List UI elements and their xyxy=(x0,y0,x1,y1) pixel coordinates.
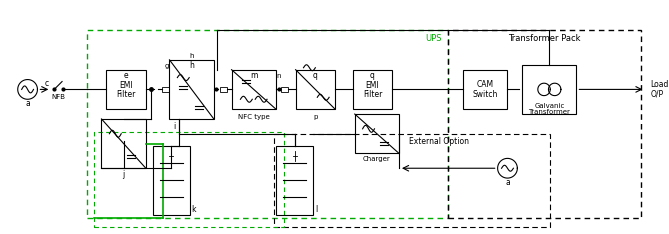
Bar xyxy=(355,114,399,154)
Bar xyxy=(153,146,190,215)
Bar xyxy=(231,70,276,109)
Text: Switch: Switch xyxy=(472,90,498,99)
Text: m: m xyxy=(250,71,258,80)
Text: O/P: O/P xyxy=(650,90,664,99)
Bar xyxy=(463,70,508,109)
Text: j: j xyxy=(122,170,125,179)
Text: q: q xyxy=(370,71,375,80)
Text: g: g xyxy=(165,63,169,69)
Text: a: a xyxy=(25,99,30,108)
Bar xyxy=(162,87,169,92)
Text: e: e xyxy=(124,71,128,80)
Text: q: q xyxy=(313,71,318,80)
Bar xyxy=(448,30,640,218)
Text: h: h xyxy=(189,61,194,70)
Bar xyxy=(87,30,448,218)
Text: i: i xyxy=(173,122,175,131)
Text: l: l xyxy=(315,205,317,214)
Text: Transformer: Transformer xyxy=(529,109,570,115)
Bar xyxy=(106,70,146,109)
Text: h: h xyxy=(189,53,194,59)
Text: Transformer Pack: Transformer Pack xyxy=(508,34,581,43)
Text: CAM: CAM xyxy=(477,80,494,89)
Text: n: n xyxy=(276,73,281,79)
Text: c: c xyxy=(44,79,48,88)
Text: External Option: External Option xyxy=(409,137,470,146)
Text: Galvanic: Galvanic xyxy=(534,103,565,109)
Bar xyxy=(102,119,146,168)
Text: p: p xyxy=(313,114,318,120)
Text: k: k xyxy=(191,205,195,214)
Bar xyxy=(169,60,214,119)
Text: Filter: Filter xyxy=(116,90,136,99)
Bar xyxy=(276,146,313,215)
Text: Load: Load xyxy=(650,80,669,89)
Bar xyxy=(296,70,335,109)
Text: NFB: NFB xyxy=(51,94,65,100)
Bar xyxy=(281,87,288,92)
Text: NFC type: NFC type xyxy=(238,114,270,120)
Bar xyxy=(274,134,550,227)
Text: Filter: Filter xyxy=(363,90,382,99)
Text: EMI: EMI xyxy=(119,81,133,90)
Text: Charger: Charger xyxy=(363,156,391,162)
Text: a: a xyxy=(505,178,510,186)
Text: EMI: EMI xyxy=(366,81,379,90)
Text: UPS: UPS xyxy=(425,34,442,43)
Bar xyxy=(94,132,284,227)
Bar xyxy=(353,70,392,109)
Bar xyxy=(522,65,577,114)
Bar xyxy=(219,87,227,92)
